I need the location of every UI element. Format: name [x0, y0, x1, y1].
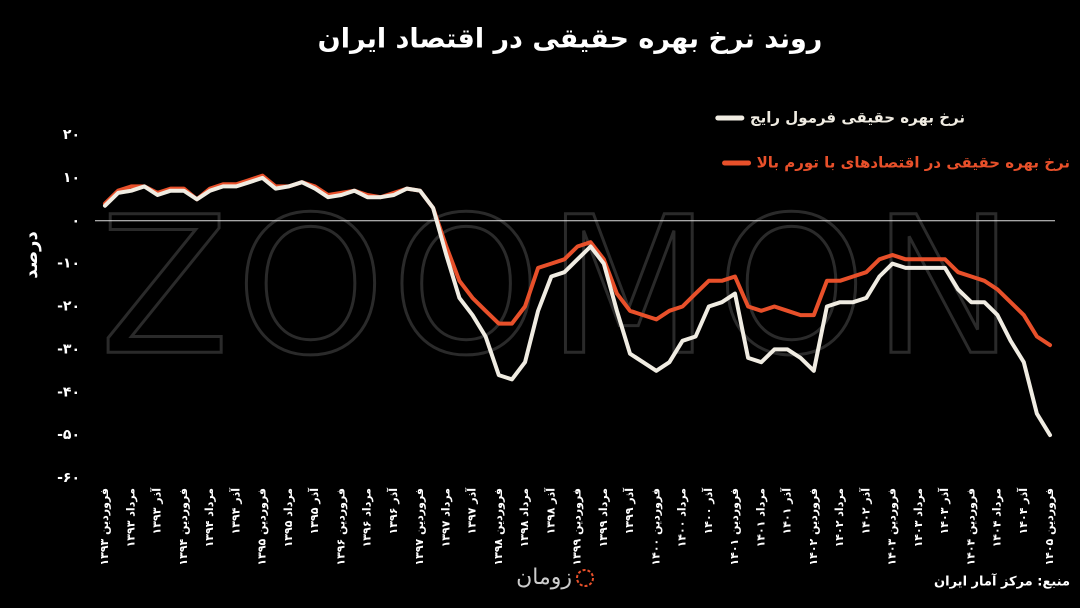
x-tick-label: مرداد ۱۴۰۴	[991, 488, 1004, 547]
x-tick-label: مرداد ۱۳۹۸	[518, 488, 531, 547]
legend-label: نرخ بهره حقیقی فرمول رایج	[750, 109, 965, 127]
x-tick-label: فروردین ۱۴۰۳	[886, 488, 899, 566]
y-tick-label: ۲۰	[63, 127, 80, 143]
x-tick-label: آذر ۱۴۰۳	[937, 488, 951, 535]
x-tick-label: آذر ۱۳۹۶	[386, 488, 400, 535]
x-tick-label: فروردین ۱۴۰۵	[1043, 488, 1056, 566]
y-tick-label: -۵۰	[57, 427, 80, 443]
x-tick-label: مرداد ۱۳۹۶	[361, 488, 374, 547]
x-tick-label: مرداد ۱۴۰۰	[676, 488, 689, 547]
x-tick-label: فروردین ۱۳۹۹	[571, 488, 584, 566]
x-tick-label: مرداد ۱۳۹۴	[203, 488, 216, 547]
x-tick-label: فروردین ۱۳۹۴	[177, 488, 190, 566]
source: منبع: مرکز آمار ایران	[934, 573, 1070, 590]
x-tick-label: آذر ۱۳۹۹	[622, 488, 636, 535]
x-tick-label: فروردین ۱۳۹۸	[492, 488, 505, 566]
x-tick-label: فروردین ۱۳۹۵	[256, 488, 269, 566]
x-tick-label: مرداد ۱۴۰۲	[833, 488, 846, 547]
y-tick-label: ۱۰	[63, 170, 80, 186]
x-tick-label: فروردین ۱۴۰۴	[964, 488, 977, 566]
x-tick-label: فروردین ۱۴۰۰	[649, 488, 662, 566]
y-tick-label: -۳۰	[57, 341, 80, 357]
y-tick-label: -۴۰	[57, 384, 80, 400]
brand-icon	[576, 569, 594, 587]
y-axis-label: درصد	[21, 231, 42, 278]
x-tick-label: فروردین ۱۴۰۱	[728, 488, 741, 566]
watermark: ZOOMON	[100, 176, 1021, 397]
x-tick-label: آذر ۱۳۹۸	[543, 488, 557, 535]
x-tick-label: آذر ۱۳۹۷	[465, 488, 479, 535]
x-tick-label: آذر ۱۴۰۲	[858, 488, 872, 535]
x-tick-label: مرداد ۱۳۹۹	[597, 488, 610, 547]
chart-title: روند نرخ بهره حقیقی در اقتصاد ایران	[318, 24, 823, 55]
x-tick-label: فروردین ۱۳۹۶	[334, 488, 347, 566]
x-tick-label: آذر ۱۳۹۳	[150, 488, 164, 535]
x-tick-label: فروردین ۱۳۹۷	[413, 488, 426, 566]
x-tick-label: مرداد ۱۴۰۳	[912, 488, 925, 547]
y-tick-label: -۱۰	[57, 256, 80, 272]
x-tick-label: مرداد ۱۳۹۵	[282, 488, 295, 547]
y-tick-label: -۶۰	[57, 470, 80, 486]
x-tick-label: آذر ۱۴۰۰	[701, 488, 715, 535]
y-tick-label: ۰	[71, 213, 80, 229]
x-tick-label: آذر ۱۳۹۴	[228, 488, 242, 535]
x-tick-label: فروردین ۱۳۹۳	[98, 488, 111, 566]
x-tick-label: مرداد ۱۳۹۳	[124, 488, 137, 547]
x-tick-label: فروردین ۱۴۰۲	[807, 488, 820, 566]
y-tick-label: -۲۰	[57, 299, 80, 315]
x-tick-label: آذر ۱۳۹۵	[307, 488, 321, 535]
legend-label: نرخ بهره حقیقی در اقتصادهای با تورم بالا	[757, 154, 1070, 172]
x-tick-label: مرداد ۱۴۰۱	[754, 488, 767, 547]
series-line	[103, 175, 1052, 438]
x-tick-label: آذر ۱۴۰۴	[1016, 488, 1030, 535]
brand: زومان	[516, 565, 572, 590]
x-tick-label: آذر ۱۴۰۱	[780, 488, 794, 535]
x-tick-label: مرداد ۱۳۹۷	[439, 488, 452, 547]
series-line	[103, 173, 1052, 348]
